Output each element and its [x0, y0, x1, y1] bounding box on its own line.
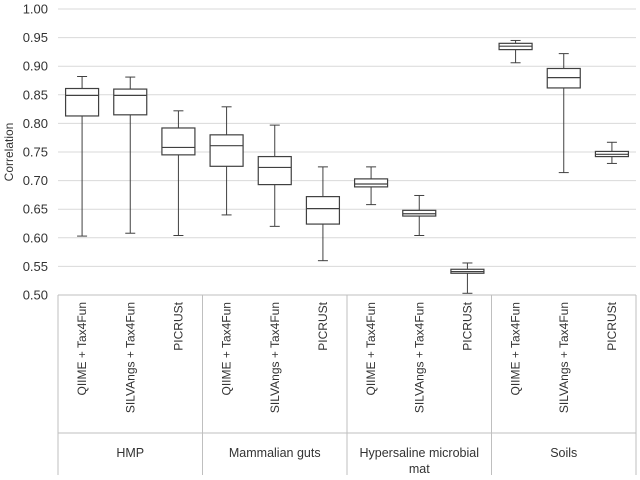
x-category-label: SILVAngs + Tax4Fun: [123, 302, 137, 413]
x-category-label: QIIME + Tax4Fun: [509, 302, 523, 396]
y-tick-label: 0.70: [23, 173, 48, 188]
box-iqr: [113, 88, 148, 116]
y-tick-label: 0.75: [23, 145, 48, 160]
y-tick-label: 1.00: [23, 2, 48, 17]
x-group-label: Soils: [550, 446, 577, 460]
box-item: [64, 75, 100, 237]
box-iqr: [257, 155, 292, 186]
x-category-label: PICRUSt: [316, 301, 330, 350]
box-item: [546, 53, 581, 174]
y-axis-ticks: 0.50 0.55 0.60 0.65 0.70 0.75 0.80 0.85 0.90 0.95…: [23, 2, 48, 303]
box-item: [305, 166, 341, 262]
x-category-label: PICRUSt: [605, 301, 619, 350]
x-category-label: SILVAngs + Tax4Fun: [268, 302, 282, 413]
box-item: [113, 76, 148, 234]
x-group-label: HMP: [116, 446, 144, 460]
x-category-label: SILVAngs + Tax4Fun: [412, 302, 426, 413]
box-iqr: [64, 87, 100, 117]
x-group-label: mat: [409, 462, 430, 476]
y-tick-label: 0.85: [23, 87, 48, 102]
y-tick-label: 0.65: [23, 202, 48, 217]
box-item: [353, 166, 389, 206]
x-axis-category-labels: QIIME + Tax4Fun SILVAngs + Tax4Fun PICRUSt…: [75, 301, 619, 413]
y-tick-label: 0.50: [23, 288, 48, 303]
box-item: [257, 124, 292, 227]
y-axis-title: Correlation: [2, 123, 16, 182]
box-iqr: [161, 127, 196, 156]
x-category-label: QIIME + Tax4Fun: [75, 302, 89, 396]
x-group-label: Mammalian guts: [229, 446, 321, 460]
y-tick-label: 0.95: [23, 30, 48, 45]
x-category-label: QIIME + Tax4Fun: [364, 302, 378, 396]
box-item: [161, 110, 196, 237]
y-tick-label: 0.60: [23, 230, 48, 245]
gridlines: [57, 8, 637, 475]
x-category-label: SILVAngs + Tax4Fun: [557, 302, 571, 413]
x-axis-group-labels: HMP Mammalian guts Hypersaline microbial ma…: [116, 446, 577, 476]
box-iqr: [353, 178, 389, 188]
box-iqr: [305, 196, 341, 225]
box-iqr: [209, 134, 244, 167]
y-tick-label: 0.90: [23, 59, 48, 74]
box-item: [498, 39, 533, 64]
box-item: [450, 262, 485, 294]
x-category-label: PICRUSt: [460, 301, 474, 350]
box-item: [209, 106, 244, 216]
y-tick-label: 0.55: [23, 259, 48, 274]
boxes: [64, 39, 630, 294]
x-category-label: QIIME + Tax4Fun: [220, 302, 234, 396]
y-tick-label: 0.80: [23, 116, 48, 131]
x-group-label: Hypersaline microbial: [360, 446, 480, 460]
x-category-label: PICRUSt: [171, 301, 185, 350]
box-item: [594, 141, 630, 164]
box-item: [402, 194, 437, 237]
